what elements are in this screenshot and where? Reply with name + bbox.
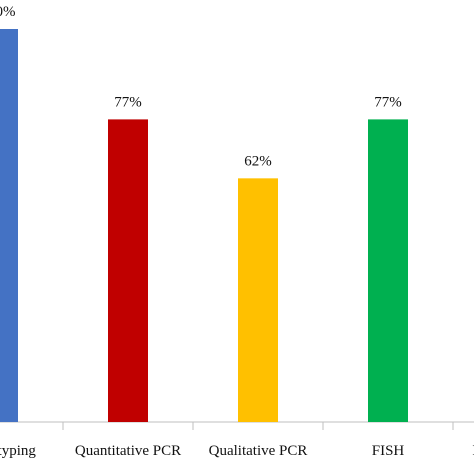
data-label: 77%: [114, 94, 142, 110]
x-tick-label: Multiplex PCR: [472, 443, 474, 459]
bar: [238, 178, 278, 422]
data-label: 62%: [244, 153, 272, 169]
data-label: 77%: [374, 94, 402, 110]
x-tick-label: Quantitative PCR: [75, 443, 181, 459]
x-tick-label: FISH: [372, 443, 405, 459]
bar: [368, 119, 408, 422]
x-tick-label: Karyotyping: [0, 443, 36, 459]
data-label: 100%: [0, 4, 16, 20]
x-tick-label: Qualitative PCR: [209, 443, 308, 459]
bar: [108, 119, 148, 422]
bar: [0, 29, 18, 422]
